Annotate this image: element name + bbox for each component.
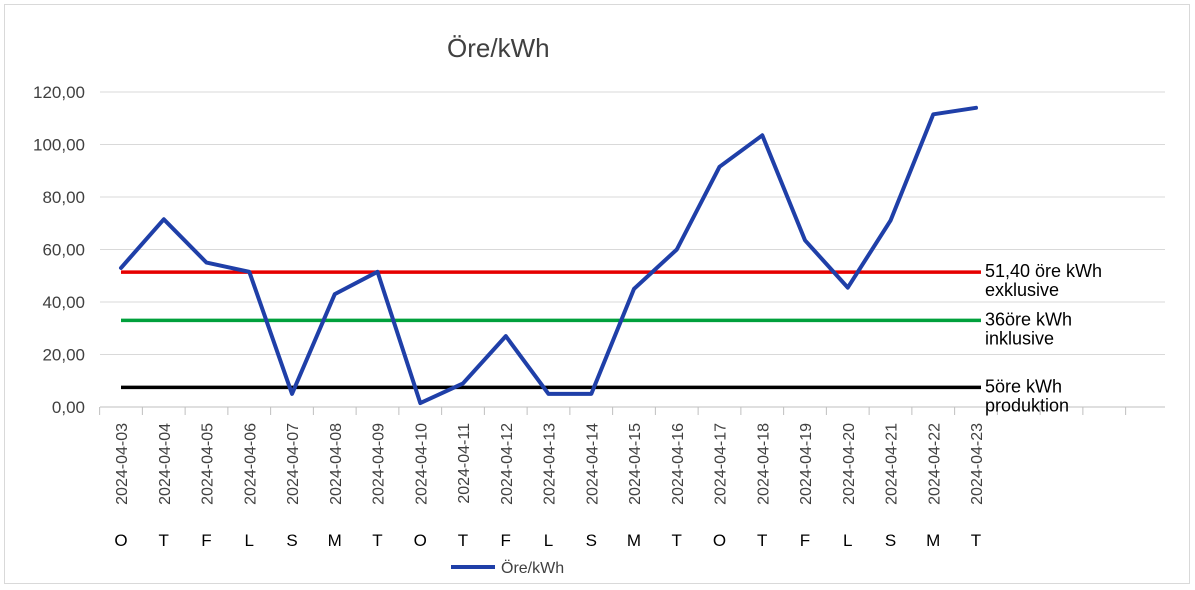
x-tick-label: 2024-04-11	[456, 423, 473, 504]
weekday-label: L	[544, 531, 553, 550]
x-tick-label: 2024-04-05	[200, 423, 217, 505]
weekday-label: M	[328, 531, 342, 550]
weekday-label: O	[713, 531, 726, 550]
y-tick-label: 60,00	[42, 241, 85, 260]
reference-line-label: exklusive	[985, 280, 1059, 300]
x-tick-label: 2024-04-23	[969, 423, 986, 505]
x-tick-label: 2024-04-06	[242, 423, 259, 505]
x-tick-label: 2024-04-12	[499, 423, 516, 505]
series-line	[119, 105, 978, 406]
y-tick-label: 80,00	[42, 188, 85, 207]
weekday-label: T	[458, 531, 468, 550]
weekday-label: L	[245, 531, 254, 550]
weekday-label: O	[114, 531, 127, 550]
weekday-label: T	[971, 531, 981, 550]
chart-title: Öre/kWh	[447, 33, 550, 63]
weekday-label: T	[159, 531, 169, 550]
x-tick-label: 2024-04-22	[926, 423, 943, 505]
reference-line-label: 36öre kWh	[985, 309, 1072, 329]
weekday-label: O	[414, 531, 427, 550]
weekday-label: M	[926, 531, 940, 550]
weekday-label: M	[627, 531, 641, 550]
x-axis-tick-labels: 2024-04-03 O 2024-04-04 T 2024-04-05 F 2024-04…	[114, 423, 986, 550]
weekday-label: S	[586, 531, 597, 550]
x-tick-label: 2024-04-17	[713, 423, 730, 505]
gridlines	[99, 91, 1165, 415]
reference-line-label: inklusive	[985, 328, 1054, 348]
x-tick-label: 2024-04-13	[542, 423, 559, 505]
y-tick-label: 120,00	[33, 83, 85, 102]
weekday-label: F	[800, 531, 810, 550]
weekday-label: L	[843, 531, 852, 550]
reference-line-label: produktion	[985, 395, 1069, 415]
line-chart: Öre/kWh 0,00 20,00 40,00 60,00 80,00 100,00 12…	[33, 33, 1165, 577]
x-tick-label: 2024-04-08	[328, 423, 345, 505]
x-tick-label: 2024-04-09	[371, 423, 388, 505]
x-tick-label: 2024-04-07	[285, 423, 302, 505]
weekday-label: T	[672, 531, 682, 550]
legend-label-ore-kwh: Öre/kWh	[501, 559, 564, 577]
reference-line-label: 51,40 öre kWh	[985, 261, 1102, 281]
weekday-label: T	[757, 531, 767, 550]
x-tick-label: 2024-04-16	[670, 423, 687, 505]
legend: Öre/kWh	[451, 559, 564, 577]
x-tick-label: 2024-04-21	[884, 423, 901, 505]
y-tick-label: 100,00	[33, 136, 85, 155]
x-tick-label: 2024-04-14	[584, 423, 601, 505]
x-tick-label: 2024-04-15	[627, 423, 644, 505]
weekday-label: S	[885, 531, 896, 550]
y-tick-label: 20,00	[42, 346, 85, 365]
x-tick-label: 2024-04-04	[157, 423, 174, 505]
y-tick-label: 0,00	[52, 398, 85, 417]
x-tick-label: 2024-04-20	[841, 423, 858, 505]
y-tick-label: 40,00	[42, 293, 85, 312]
weekday-label: S	[286, 531, 297, 550]
reference-line-label: 5öre kWh	[985, 376, 1062, 396]
series	[119, 105, 978, 406]
weekday-label: T	[372, 531, 382, 550]
x-tick-label: 2024-04-19	[798, 423, 815, 505]
weekday-label: F	[501, 531, 511, 550]
chart-frame: Öre/kWh 0,00 20,00 40,00 60,00 80,00 100,00 12…	[4, 4, 1190, 584]
x-tick-label: 2024-04-18	[755, 423, 772, 505]
y-axis-tick-labels: 0,00 20,00 40,00 60,00 80,00 100,00 120,00	[33, 83, 85, 417]
weekday-label: F	[201, 531, 211, 550]
x-tick-label: 2024-04-10	[413, 423, 430, 505]
x-tick-label: 2024-04-03	[114, 423, 131, 505]
